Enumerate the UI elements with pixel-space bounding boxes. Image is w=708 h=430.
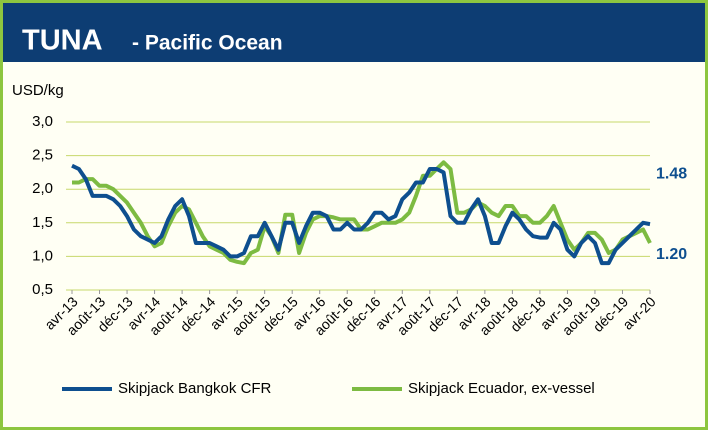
y-tick-label: 2,5 bbox=[32, 147, 53, 164]
y-tick-label: 1,5 bbox=[32, 214, 53, 231]
legend-label: Skipjack Ecuador, ex-vessel bbox=[408, 380, 595, 397]
end-value-label: 1.48 bbox=[656, 165, 687, 182]
y-tick-label: 3,0 bbox=[32, 113, 53, 130]
series-line bbox=[71, 163, 651, 266]
chart-subtitle: - Pacific Ocean bbox=[132, 32, 283, 55]
y-tick-label: 2,0 bbox=[32, 180, 53, 197]
end-value-label: 1.20 bbox=[656, 246, 687, 263]
y-axis-label: USD/kg bbox=[12, 82, 64, 99]
y-tick-label: 1,0 bbox=[32, 247, 53, 264]
legend-label: Skipjack Bangkok CFR bbox=[118, 380, 272, 397]
chart-title: TUNA bbox=[22, 25, 103, 57]
y-tick-label: 0,5 bbox=[32, 281, 53, 298]
header bbox=[3, 3, 705, 62]
